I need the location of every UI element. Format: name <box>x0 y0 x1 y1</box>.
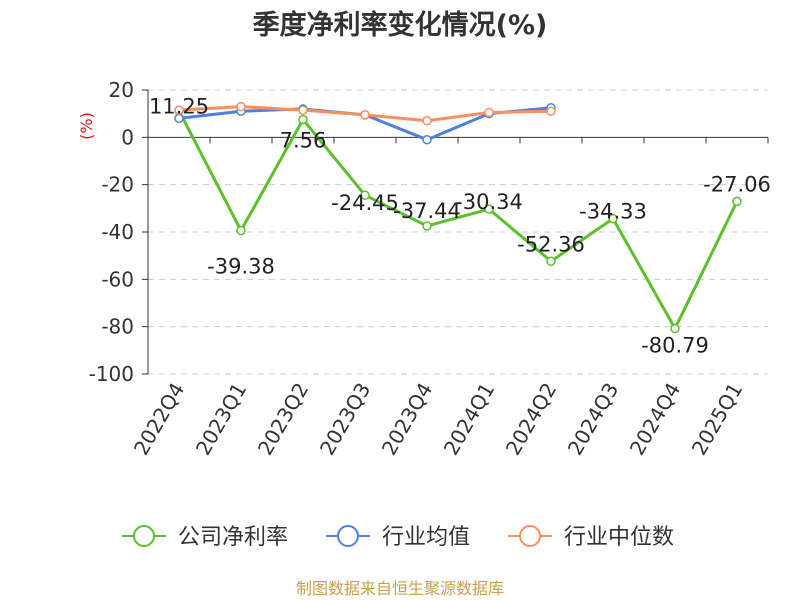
y-tick-label: -60 <box>101 267 134 291</box>
y-tick-label: -80 <box>101 315 134 339</box>
series-point-2 <box>360 110 370 120</box>
series-point-2 <box>236 101 246 112</box>
y-tick-label: 20 <box>109 78 134 102</box>
legend-marker-0 <box>133 525 155 547</box>
x-tick-label: 2023Q2 <box>253 379 313 460</box>
series-line-0 <box>177 110 739 331</box>
data-label: -34.33 <box>579 200 647 224</box>
x-tick-label: 2025Q1 <box>687 379 747 460</box>
y-tick-label: -100 <box>89 362 134 386</box>
y-axis-unit: (%) <box>77 112 96 140</box>
series-point-2 <box>484 107 494 118</box>
data-label: -27.06 <box>703 172 771 196</box>
x-tick-label: 2023Q3 <box>315 379 375 460</box>
x-tick-label: 2023Q4 <box>377 379 437 460</box>
legend-label: 公司净利率 <box>178 525 288 550</box>
series-point-2 <box>174 105 184 115</box>
data-label: -37.44 <box>393 199 461 223</box>
data-label: -80.79 <box>641 334 709 358</box>
series-point-2 <box>422 116 432 126</box>
x-tick-label: 2022Q4 <box>129 379 189 460</box>
data-label: -24.45 <box>331 191 399 215</box>
legend: 公司净利率 行业均值 行业中位数 <box>122 525 674 550</box>
source-note: 制图数据来自恒生聚源数据库 <box>296 579 504 598</box>
x-tick-label: 2024Q1 <box>439 379 499 460</box>
series-point-0 <box>484 204 494 214</box>
series-point-2 <box>298 105 308 115</box>
grid-lines <box>148 89 768 375</box>
data-label: -52.36 <box>517 232 585 256</box>
y-tick-label: 0 <box>121 125 134 149</box>
legend-label: 行业均值 <box>382 525 470 550</box>
data-label: -30.34 <box>455 190 523 214</box>
data-label: -39.38 <box>207 255 275 279</box>
series-point-1 <box>422 134 432 145</box>
series-group <box>174 101 742 334</box>
series-point-0 <box>298 114 308 125</box>
series-point-0 <box>360 190 370 200</box>
data-labels: 11.25 -39.38 7.56 -24.45-37.44-30.34 -52.36 -… <box>149 95 771 358</box>
x-tick-label: 2024Q3 <box>563 379 623 460</box>
y-tick-label: -40 <box>101 220 134 244</box>
series-point-0 <box>608 213 618 224</box>
data-label: 7.56 <box>280 128 327 152</box>
legend-marker-1 <box>337 525 359 547</box>
series-point-0 <box>546 256 556 267</box>
chart-title: 季度净利率变化情况(%) <box>253 9 548 41</box>
series-point-0 <box>732 196 742 207</box>
legend-label: 行业中位数 <box>564 525 674 550</box>
x-tick-label: 2023Q1 <box>191 379 251 460</box>
x-tick-label: 2024Q4 <box>625 379 685 460</box>
y-tick-label: -20 <box>101 173 134 197</box>
series-point-2 <box>546 106 556 117</box>
data-label: 11.25 <box>149 95 209 119</box>
series-point-0 <box>422 221 432 231</box>
x-tick-label: 2024Q2 <box>501 379 561 460</box>
series-point-0 <box>236 225 246 236</box>
legend-marker-2 <box>519 525 541 547</box>
series-point-0 <box>670 323 680 334</box>
